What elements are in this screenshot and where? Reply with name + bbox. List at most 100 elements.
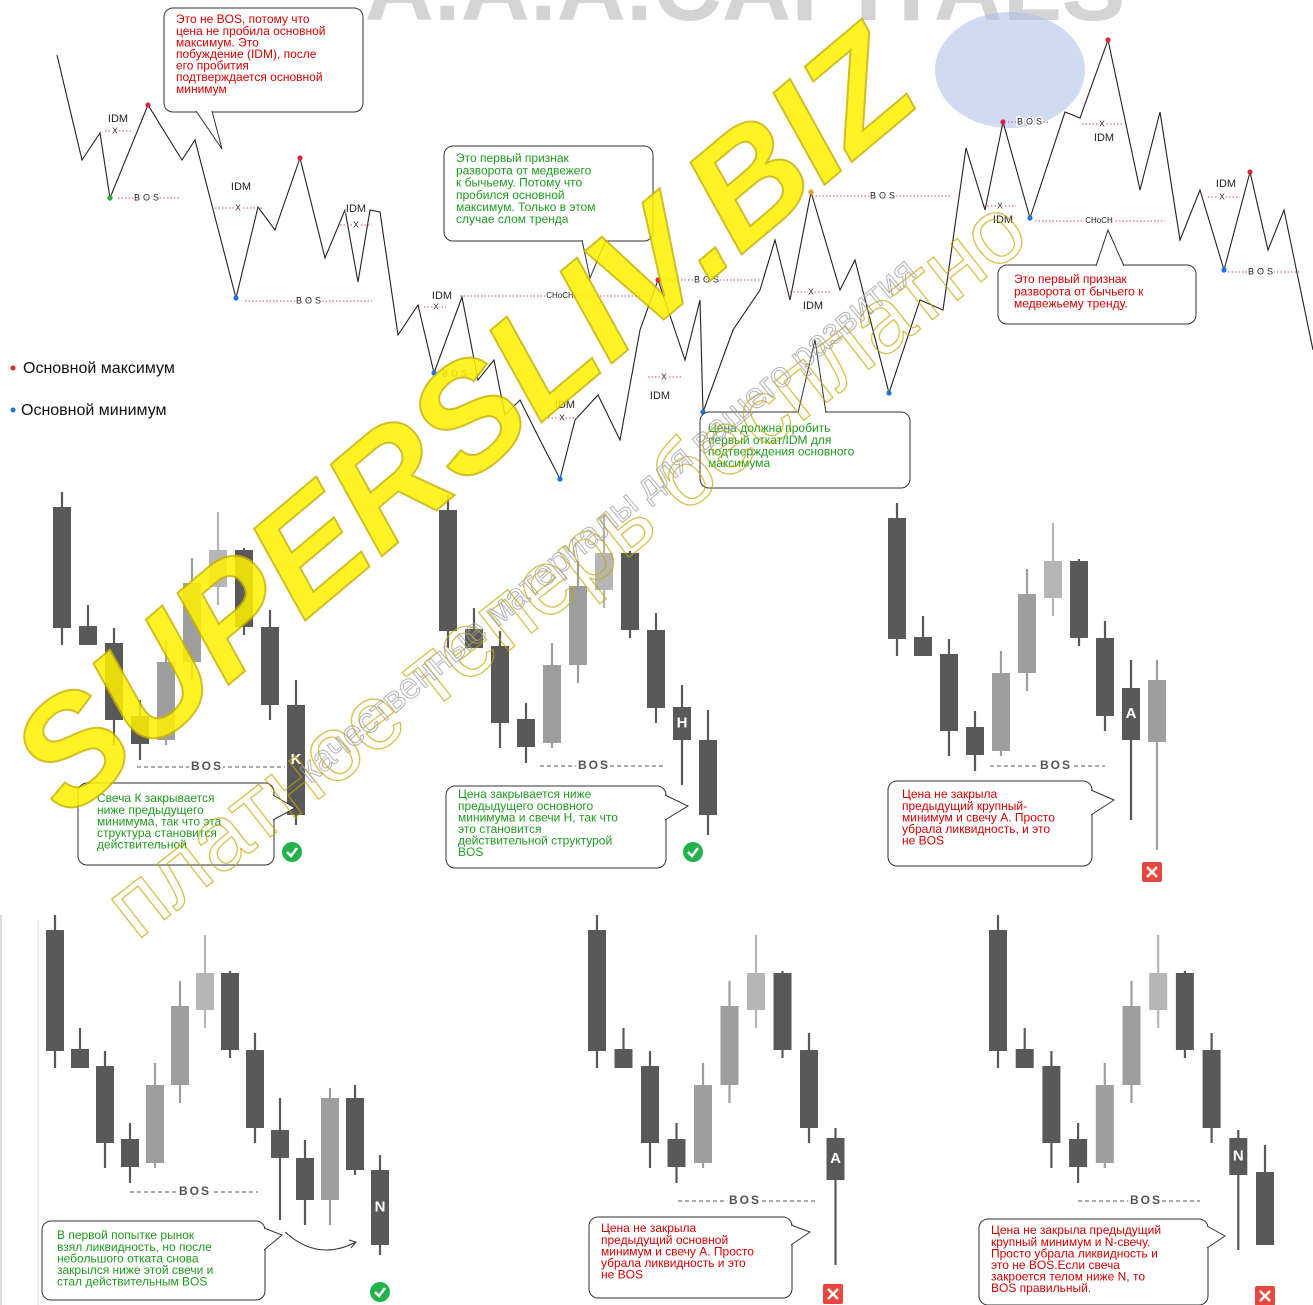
callout-text: предыдущий основной bbox=[601, 1233, 728, 1247]
candle-label: K bbox=[291, 751, 302, 768]
candle-body bbox=[1202, 1050, 1221, 1128]
candle-body bbox=[826, 1138, 845, 1180]
candle-body bbox=[1122, 688, 1140, 740]
structure-label: X bbox=[1219, 191, 1225, 201]
pivot-dot bbox=[1105, 37, 1111, 43]
candle-body bbox=[271, 1130, 289, 1158]
candle-body bbox=[888, 518, 906, 639]
candle-body bbox=[614, 1049, 633, 1068]
invalid-cross bbox=[1146, 866, 1158, 878]
invalid-cross bbox=[1259, 1290, 1271, 1302]
candle-body bbox=[1018, 594, 1036, 673]
candle-body bbox=[989, 930, 1007, 1051]
callout-tail-edge bbox=[797, 339, 827, 414]
structure-label: IDM bbox=[1216, 178, 1236, 190]
pivot-dot bbox=[107, 195, 113, 201]
candle-body bbox=[641, 1066, 659, 1143]
candle-body bbox=[1175, 973, 1194, 1050]
callout-text: пробился основной bbox=[456, 188, 565, 202]
callout-text: Цена не закрыла bbox=[902, 787, 998, 801]
callout-box bbox=[887, 780, 1093, 867]
pivot-dot bbox=[886, 390, 892, 396]
callout-tail-edge bbox=[581, 239, 607, 280]
candle-body bbox=[517, 719, 535, 747]
structure-label: X bbox=[661, 371, 667, 381]
candle-body bbox=[439, 510, 457, 631]
candle-body bbox=[221, 973, 239, 1050]
structure-label: X bbox=[112, 125, 118, 135]
structure-label: CHoCH bbox=[1085, 216, 1113, 225]
structure-label: IDM bbox=[1094, 132, 1114, 144]
callout-text: максимума bbox=[708, 456, 771, 470]
bos-label: BOS bbox=[179, 1184, 211, 1198]
structure-label: IDM bbox=[231, 181, 251, 193]
callout-text: В первой попытке рынок bbox=[57, 1228, 195, 1242]
candle-body bbox=[694, 1085, 712, 1163]
candle-body bbox=[146, 1085, 164, 1163]
callout-text: взял ликвидность, но после bbox=[57, 1240, 212, 1254]
callout-text: ниже предыдущего bbox=[97, 803, 204, 817]
candle-body bbox=[171, 1006, 189, 1085]
candle-body bbox=[105, 643, 123, 720]
callout-tail bbox=[798, 340, 826, 413]
callout-text: минимума, так что эта bbox=[97, 814, 222, 828]
structure-label: X bbox=[997, 200, 1003, 210]
callout-tail-edge bbox=[1095, 228, 1125, 267]
price-path bbox=[56, 37, 1313, 481]
candle-body bbox=[183, 583, 201, 662]
callout-text: действительной структурой bbox=[458, 834, 612, 848]
bos-label: BOS bbox=[729, 1193, 761, 1207]
callout-text: случае слом тренда bbox=[456, 212, 569, 226]
candle-body bbox=[914, 637, 932, 656]
bos-label: BOS bbox=[1040, 758, 1072, 772]
candle-body bbox=[346, 1098, 364, 1170]
candle-body bbox=[992, 673, 1010, 751]
callout-text: это становится bbox=[458, 822, 542, 836]
candle-body bbox=[246, 1050, 264, 1128]
structure-label: X bbox=[1099, 118, 1105, 128]
candle-body bbox=[773, 973, 792, 1050]
callout-tail-edge bbox=[263, 1227, 283, 1251]
callout-text: действительной bbox=[97, 838, 187, 852]
pivot-dot bbox=[557, 476, 563, 482]
structure-label: BOS bbox=[442, 368, 470, 378]
legend-dot bbox=[10, 365, 16, 371]
candle-body bbox=[261, 627, 279, 705]
structure-label: BOS bbox=[694, 274, 722, 284]
callout-text: структура становится bbox=[97, 826, 217, 840]
retest-arrow bbox=[284, 1231, 357, 1251]
callout-text: убрала ликвидность, и это bbox=[902, 822, 1050, 836]
callout-tail bbox=[791, 1225, 810, 1245]
pivot-dot bbox=[808, 189, 814, 195]
pivot-dot bbox=[1247, 169, 1253, 175]
callout-tail-edge bbox=[664, 794, 690, 821]
callout-text: разворота от медвежего bbox=[456, 163, 592, 177]
callout-text: Просто убрала ликвидность и bbox=[991, 1246, 1158, 1260]
candle-label: H bbox=[677, 714, 688, 731]
candle-body bbox=[157, 662, 175, 740]
callout-tail-edge bbox=[272, 794, 297, 821]
candle-body bbox=[96, 1066, 114, 1143]
callout-text: не BOS bbox=[902, 834, 944, 848]
callout-box bbox=[77, 782, 275, 866]
callout-box bbox=[443, 145, 654, 242]
callout-text: крупный минимум и N-свечу. bbox=[991, 1235, 1150, 1249]
callout-tail bbox=[1096, 230, 1124, 266]
callout-text: BOS правильный. bbox=[991, 1281, 1091, 1295]
legend-dot bbox=[10, 407, 16, 413]
structure-label: IDM bbox=[555, 399, 575, 411]
candle-body bbox=[940, 654, 958, 731]
callout-text: предыдущего основного bbox=[458, 799, 594, 813]
structure-label: X bbox=[433, 301, 439, 311]
candle-body bbox=[1149, 973, 1168, 1010]
callout-text: побуждение (IDM), после bbox=[176, 47, 317, 61]
candle-body bbox=[209, 550, 227, 587]
candle-body bbox=[121, 1139, 139, 1167]
callout-tail bbox=[273, 795, 295, 820]
callout-tail-edge bbox=[790, 1224, 812, 1246]
callout-tail-edge bbox=[1090, 789, 1116, 816]
candle-body bbox=[71, 1049, 89, 1068]
callout-text: закрылся ниже этой свечи и bbox=[57, 1263, 213, 1277]
candle-body bbox=[1069, 1139, 1088, 1167]
